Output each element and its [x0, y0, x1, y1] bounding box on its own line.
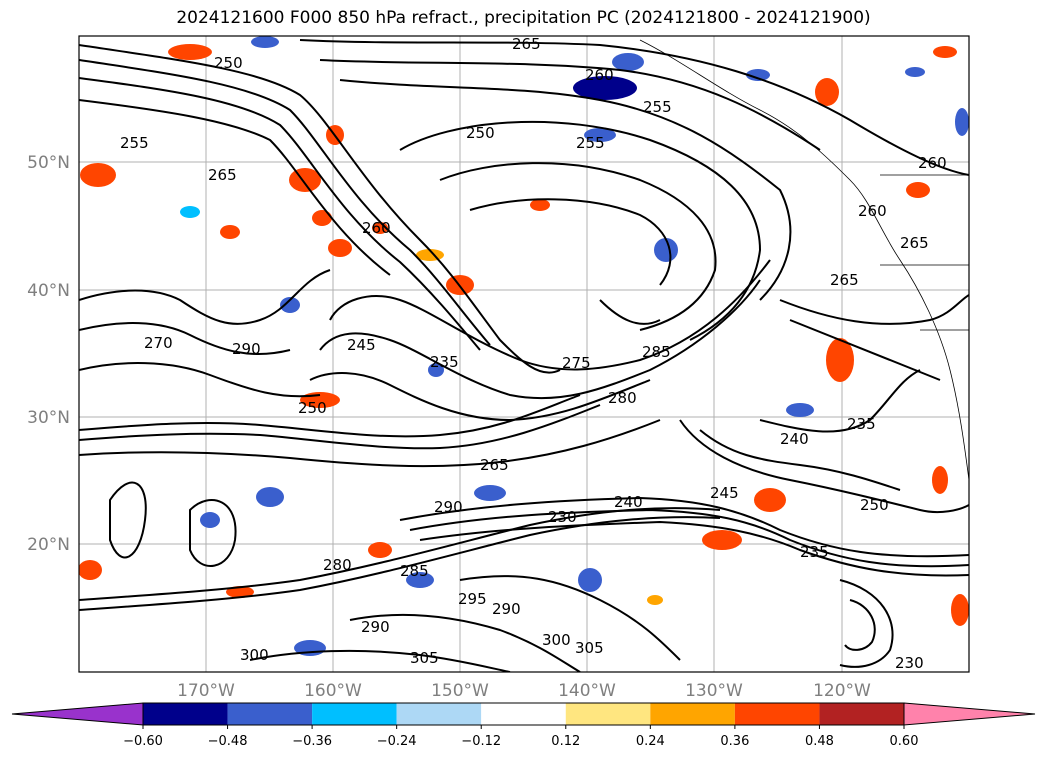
- contour-label: 275: [562, 354, 591, 372]
- map-title: 2024121600 F000 850 hPa refract., precip…: [176, 8, 871, 28]
- lon-label: 140°W: [558, 681, 616, 701]
- lon-label: 170°W: [177, 681, 235, 701]
- contour-label: 265: [208, 166, 237, 184]
- colorbar-tick-label: −0.24: [377, 734, 417, 749]
- lat-label: 20°N: [27, 535, 70, 555]
- colorbar-segment: [312, 703, 397, 725]
- colorbar-segment: [734, 703, 820, 725]
- contour-label: 270: [144, 334, 173, 352]
- colorbar-tick-label: −0.60: [123, 734, 163, 749]
- lon-label: 120°W: [813, 681, 871, 701]
- contour-label: 265: [830, 271, 859, 289]
- contour-label: 260: [362, 219, 391, 237]
- contour-label: 280: [608, 389, 637, 407]
- contour-label: 255: [643, 98, 672, 116]
- contour-label: 250: [860, 496, 889, 514]
- contour-label: 255: [120, 134, 149, 152]
- contour-label: 230: [548, 508, 577, 526]
- colorbar-tick-label: 0.36: [720, 734, 749, 749]
- colorbar-tick-label: −0.36: [292, 734, 332, 749]
- contour-label: 250: [214, 54, 243, 72]
- colorbar-tick-label: 0.60: [890, 734, 919, 749]
- contour-label: 230: [895, 654, 924, 672]
- coastline: [639, 39, 969, 481]
- contour-label: 285: [642, 343, 671, 361]
- contour-label: 260: [858, 202, 887, 220]
- colorbar-segment: [565, 703, 651, 725]
- refractivity-contours: [79, 39, 969, 672]
- lat-label: 50°N: [27, 153, 70, 173]
- latitude-axis: 50°N 40°N 30°N 20°N: [27, 153, 70, 555]
- colorbar-segment: [650, 703, 735, 725]
- colorbar-extend-high: [903, 702, 1036, 726]
- contour-label: 305: [575, 639, 604, 657]
- colorbar-segment: [481, 703, 566, 725]
- colorbar-segment: [819, 703, 904, 725]
- contour-label: 290: [434, 498, 463, 516]
- lon-label: 130°W: [685, 681, 743, 701]
- contour-label: 245: [347, 336, 376, 354]
- contour-label: 280: [323, 556, 352, 574]
- contour-label: 240: [614, 493, 643, 511]
- contour-label: 305: [410, 649, 439, 667]
- colorbar-tick-label: 0.24: [636, 734, 665, 749]
- colorbar-segments: [142, 702, 905, 726]
- contour-label: 235: [847, 415, 876, 433]
- precipitation-shading: [79, 36, 969, 656]
- colorbar-extend-low: [11, 702, 144, 726]
- map-plot-area: 265 260 255 250 250 255 265 260 270 290 …: [79, 35, 969, 672]
- contour-label: 260: [585, 66, 614, 84]
- contour-label: 245: [710, 484, 739, 502]
- contour-label: 250: [298, 399, 327, 417]
- contour-label: 295: [458, 590, 487, 608]
- contour-labels: 265 260 255 250 250 255 265 260 270 290 …: [120, 35, 947, 672]
- contour-label: 290: [361, 618, 390, 636]
- contour-label: 235: [430, 353, 459, 371]
- lat-label: 40°N: [27, 281, 70, 301]
- contour-label: 265: [480, 456, 509, 474]
- contour-label: 255: [576, 134, 605, 152]
- colorbar-tick-label: 0.48: [805, 734, 834, 749]
- colorbar-ticks: −0.60 −0.48 −0.36 −0.24 −0.12 0.12 0.24 0.36 0.4…: [123, 725, 918, 749]
- lon-label: 150°W: [431, 681, 489, 701]
- contour-label: 265: [512, 35, 541, 53]
- lon-label: 160°W: [304, 681, 362, 701]
- contour-label: 300: [240, 646, 269, 664]
- colorbar-segment: [396, 703, 482, 725]
- longitude-axis: 170°W 160°W 150°W 140°W 130°W 120°W: [177, 681, 871, 701]
- colorbar-tick-label: 0.12: [551, 734, 580, 749]
- contour-label: 235: [800, 543, 829, 561]
- colorbar: −0.60 −0.48 −0.36 −0.24 −0.12 0.12 0.24 0.36 0.4…: [11, 702, 1036, 749]
- contour-label: 260: [918, 154, 947, 172]
- contour-label: 250: [466, 124, 495, 142]
- colorbar-tick-label: −0.12: [461, 734, 501, 749]
- contour-label: 265: [900, 234, 929, 252]
- colorbar-tick-label: −0.48: [208, 734, 248, 749]
- contour-label: 300: [542, 631, 571, 649]
- contour-label: 290: [232, 340, 261, 358]
- colorbar-segment: [143, 703, 228, 725]
- contour-label: 285: [400, 562, 429, 580]
- contour-label: 240: [780, 430, 809, 448]
- lat-label: 30°N: [27, 408, 70, 428]
- plot-frame: [78, 35, 970, 673]
- contour-label: 290: [492, 600, 521, 618]
- colorbar-segment: [227, 703, 313, 725]
